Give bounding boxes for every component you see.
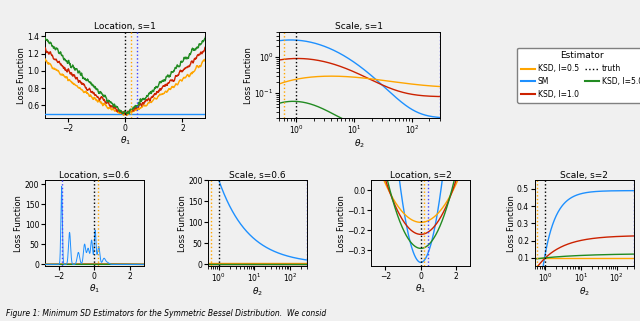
Legend: KSD, l=0.5, SM, KSD, l=1.0, truth, KSD, l=5.0: KSD, l=0.5, SM, KSD, l=1.0, truth, KSD, … bbox=[517, 48, 640, 103]
Y-axis label: Loss Function: Loss Function bbox=[17, 47, 26, 104]
Title: Scale, s=1: Scale, s=1 bbox=[335, 22, 383, 31]
X-axis label: $\theta_1$: $\theta_1$ bbox=[89, 282, 100, 295]
Y-axis label: Loss Function: Loss Function bbox=[244, 47, 253, 104]
Y-axis label: Loss Function: Loss Function bbox=[178, 195, 187, 252]
Text: Figure 1: Minimum SD Estimators for the Symmetric Bessel Distribution.  We consi: Figure 1: Minimum SD Estimators for the … bbox=[6, 309, 326, 318]
X-axis label: $\theta_1$: $\theta_1$ bbox=[120, 134, 131, 147]
Title: Location, s=0.6: Location, s=0.6 bbox=[59, 170, 129, 179]
Title: Location, s=1: Location, s=1 bbox=[94, 22, 156, 31]
Title: Scale, s=2: Scale, s=2 bbox=[560, 170, 608, 179]
X-axis label: $\theta_1$: $\theta_1$ bbox=[415, 282, 426, 295]
Y-axis label: Loss Function: Loss Function bbox=[507, 195, 516, 252]
Title: Scale, s=0.6: Scale, s=0.6 bbox=[229, 170, 286, 179]
X-axis label: $\theta_2$: $\theta_2$ bbox=[252, 286, 263, 298]
Title: Location, s=2: Location, s=2 bbox=[390, 170, 452, 179]
Y-axis label: Loss Function: Loss Function bbox=[337, 195, 346, 252]
Y-axis label: Loss Function: Loss Function bbox=[14, 195, 23, 252]
X-axis label: $\theta_2$: $\theta_2$ bbox=[354, 138, 365, 150]
X-axis label: $\theta_2$: $\theta_2$ bbox=[579, 286, 589, 298]
